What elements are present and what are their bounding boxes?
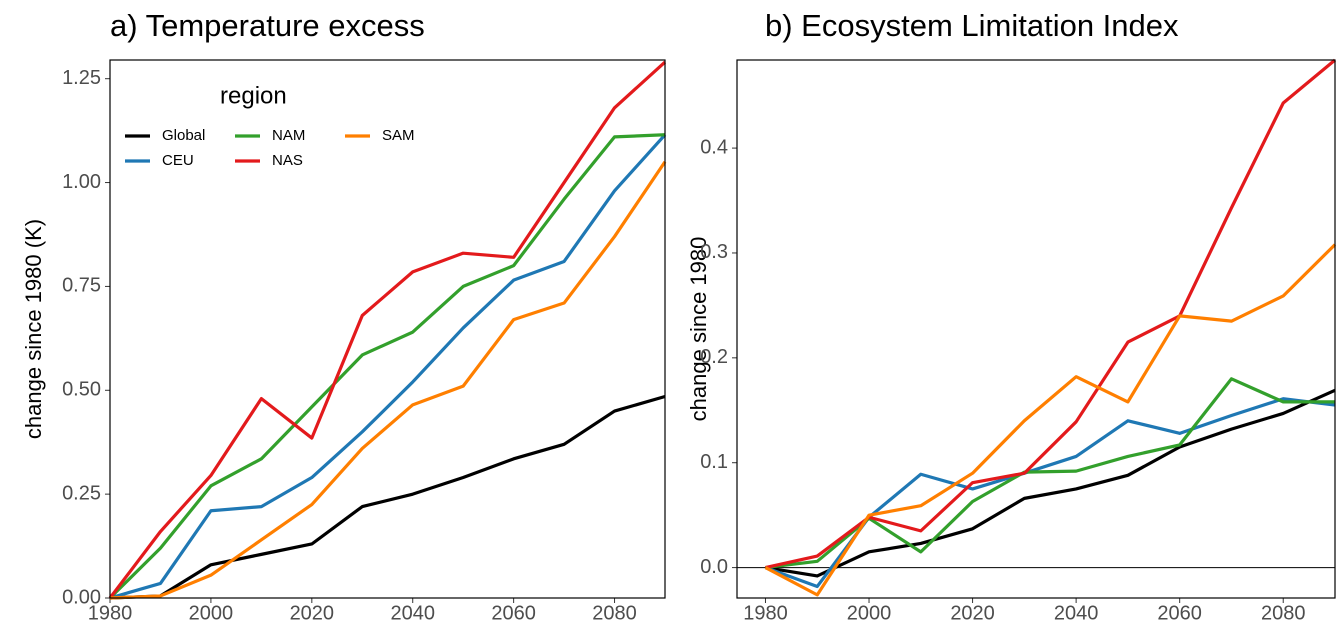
panel: b) Ecosystem Limitation Index change sinc… [686, 8, 1337, 624]
legend-label: NAM [272, 127, 305, 144]
line-series [108, 60, 667, 599]
line-series [765, 388, 1336, 578]
x-tick-label: 2020 [950, 602, 995, 624]
panel: a) Temperature excess change since 1980 (… [21, 8, 667, 624]
y-tick-label: 0.00 [62, 586, 101, 608]
y-tick-label: 1.25 [62, 67, 101, 89]
chart-title: a) Temperature excess [110, 8, 425, 43]
x-tick-label: 2000 [847, 602, 892, 624]
x-tick-label: 2080 [1261, 602, 1306, 624]
line-series [764, 243, 1337, 597]
y-tick-label: 0.50 [62, 379, 101, 401]
x-tick-label: 2060 [491, 602, 536, 624]
x-tick-label: 2060 [1157, 602, 1202, 624]
x-tick-label: 2000 [189, 602, 234, 624]
line-series [109, 160, 667, 600]
y-tick-label: 0.0 [700, 556, 728, 578]
legend-label: NAS [272, 152, 303, 169]
x-tick-label: 2020 [290, 602, 335, 624]
line-series [108, 133, 666, 600]
legend-title: region [220, 82, 287, 109]
x-tick-label: 2040 [390, 602, 435, 624]
y-axis-label: change since 1980 (K) [21, 219, 46, 439]
y-tick-label: 0.2 [700, 346, 728, 368]
line-series [109, 133, 667, 600]
y-tick-label: 0.25 [62, 482, 101, 504]
x-tick-label: 1980 [743, 602, 788, 624]
legend-label: CEU [162, 152, 194, 169]
x-tick-label: 2080 [592, 602, 637, 624]
legend-label: SAM [382, 127, 415, 144]
chart-title: b) Ecosystem Limitation Index [765, 8, 1179, 43]
y-tick-label: 0.1 [700, 451, 728, 473]
plot-frame [736, 59, 1336, 599]
y-tick-label: 0.3 [700, 241, 728, 263]
y-tick-label: 0.75 [62, 275, 101, 297]
y-axis-label: change since 1980 [686, 237, 711, 422]
y-tick-label: 0.4 [700, 136, 728, 158]
legend: region Global CEU NAM NAS SAM [125, 82, 415, 169]
y-tick-label: 1.00 [62, 171, 101, 193]
plot-frame [109, 59, 666, 599]
x-tick-label: 2040 [1054, 602, 1099, 624]
legend-label: Global [162, 127, 205, 144]
line-series [109, 394, 666, 600]
x-tick-label: 1980 [88, 602, 133, 624]
line-series [765, 58, 1337, 570]
